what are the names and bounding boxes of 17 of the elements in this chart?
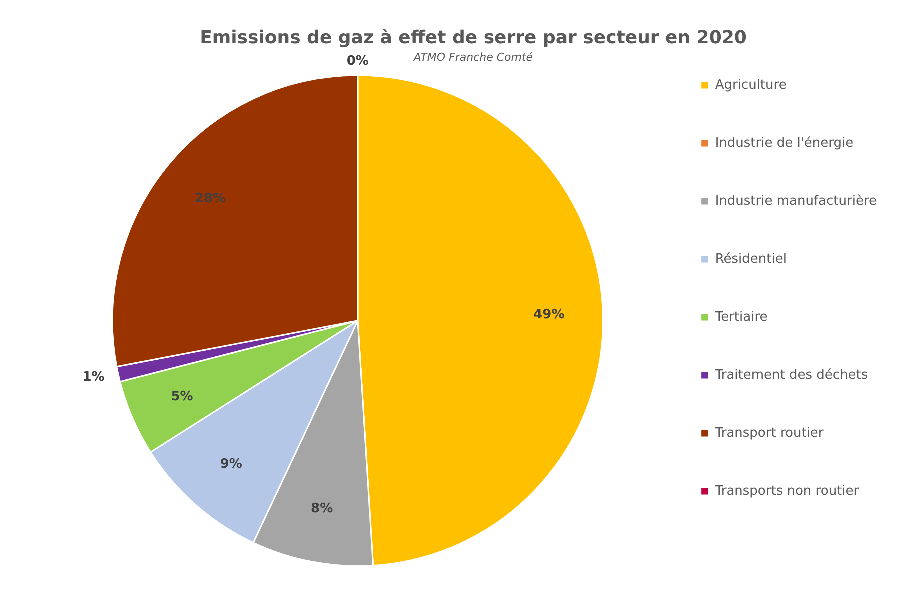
legend-label: Traitement des déchets bbox=[714, 368, 868, 383]
legend-label: Industrie manufacturière bbox=[715, 194, 878, 209]
legend-label: Industrie de l'énergie bbox=[715, 136, 854, 151]
data-label: 9% bbox=[220, 456, 242, 472]
legend-label: Transport routier bbox=[714, 426, 824, 441]
data-label: 5% bbox=[171, 389, 194, 404]
legend-label: Tertiaire bbox=[714, 310, 768, 325]
legend-label: Résidentiel bbox=[715, 252, 787, 267]
data-label: 1% bbox=[82, 370, 105, 385]
data-label: 49% bbox=[534, 307, 565, 322]
legend-label: Agriculture bbox=[715, 78, 787, 93]
chart-subtitle: ATMO Franche Comté bbox=[412, 51, 534, 64]
data-label: 8% bbox=[311, 501, 334, 516]
legend-label: Transports non routier bbox=[714, 484, 860, 499]
text: 0% bbox=[346, 54, 369, 69]
data-label: 28% bbox=[194, 191, 226, 206]
chart-title: Emissions de gaz à effet de serre par secteur en 2020 bbox=[200, 27, 747, 48]
